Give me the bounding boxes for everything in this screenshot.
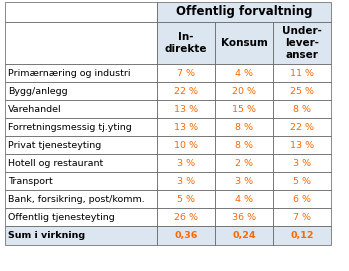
Text: 22 %: 22 % [290, 122, 314, 131]
Bar [215, 154, 273, 172]
Bar [157, 100, 215, 118]
Bar [273, 118, 331, 136]
Text: 13 %: 13 % [174, 122, 198, 131]
Text: 22 %: 22 % [174, 86, 198, 95]
Bar [157, 154, 215, 172]
Text: 8 %: 8 % [293, 105, 311, 114]
Bar [273, 22, 331, 64]
Text: Offentlig forvaltning: Offentlig forvaltning [176, 5, 312, 18]
Text: 5 %: 5 % [177, 195, 195, 204]
Bar [157, 190, 215, 208]
Text: Under-
lever-
anser: Under- lever- anser [282, 26, 322, 60]
Bar [5, 118, 157, 136]
Text: Primærnæring og industri: Primærnæring og industri [8, 69, 131, 78]
Text: Forretningsmessig tj.yting: Forretningsmessig tj.yting [8, 122, 132, 131]
Text: 10 %: 10 % [174, 140, 198, 150]
Text: 4 %: 4 % [235, 195, 253, 204]
Bar [215, 82, 273, 100]
Bar [215, 100, 273, 118]
Text: Bygg/anlegg: Bygg/anlegg [8, 86, 68, 95]
Bar [273, 208, 331, 226]
Bar [5, 2, 157, 22]
Bar [273, 82, 331, 100]
Bar [157, 82, 215, 100]
Bar [273, 172, 331, 190]
Text: 13 %: 13 % [174, 105, 198, 114]
Bar [5, 154, 157, 172]
Text: 0,24: 0,24 [232, 231, 256, 240]
Bar [157, 2, 331, 22]
Bar [273, 136, 331, 154]
Text: 8 %: 8 % [235, 140, 253, 150]
Bar [215, 226, 273, 245]
Text: Bank, forsikring, post/komm.: Bank, forsikring, post/komm. [8, 195, 145, 204]
Bar [157, 118, 215, 136]
Bar [5, 100, 157, 118]
Text: 2 %: 2 % [235, 159, 253, 167]
Bar [215, 64, 273, 82]
Text: 0,12: 0,12 [290, 231, 314, 240]
Bar [157, 172, 215, 190]
Text: Varehandel: Varehandel [8, 105, 62, 114]
Bar [5, 82, 157, 100]
Text: In-
direkte: In- direkte [165, 32, 207, 54]
Bar [215, 22, 273, 64]
Bar [157, 226, 215, 245]
Bar [215, 136, 273, 154]
Text: 3 %: 3 % [293, 159, 311, 167]
Text: 3 %: 3 % [235, 176, 253, 186]
Text: Hotell og restaurant: Hotell og restaurant [8, 159, 103, 167]
Bar [5, 22, 157, 64]
Bar [215, 118, 273, 136]
Text: Privat tjenesteyting: Privat tjenesteyting [8, 140, 101, 150]
Bar [273, 64, 331, 82]
Bar [273, 154, 331, 172]
Text: 3 %: 3 % [177, 176, 195, 186]
Text: 7 %: 7 % [293, 212, 311, 221]
Text: Transport: Transport [8, 176, 53, 186]
Bar [215, 208, 273, 226]
Text: 15 %: 15 % [232, 105, 256, 114]
Text: 26 %: 26 % [174, 212, 198, 221]
Text: 36 %: 36 % [232, 212, 256, 221]
Bar [273, 226, 331, 245]
Bar [5, 208, 157, 226]
Text: 11 %: 11 % [290, 69, 314, 78]
Bar [273, 190, 331, 208]
Text: 25 %: 25 % [290, 86, 314, 95]
Bar [157, 22, 215, 64]
Bar [5, 190, 157, 208]
Bar [157, 136, 215, 154]
Text: 5 %: 5 % [293, 176, 311, 186]
Bar [5, 136, 157, 154]
Text: 8 %: 8 % [235, 122, 253, 131]
Text: 4 %: 4 % [235, 69, 253, 78]
Bar [5, 64, 157, 82]
Bar [157, 64, 215, 82]
Bar [273, 100, 331, 118]
Text: 6 %: 6 % [293, 195, 311, 204]
Bar [5, 172, 157, 190]
Bar [215, 172, 273, 190]
Text: 0,36: 0,36 [174, 231, 198, 240]
Text: Konsum: Konsum [221, 38, 267, 48]
Text: 7 %: 7 % [177, 69, 195, 78]
Bar [5, 226, 157, 245]
Text: Offentlig tjenesteyting: Offentlig tjenesteyting [8, 212, 115, 221]
Text: 13 %: 13 % [290, 140, 314, 150]
Text: 20 %: 20 % [232, 86, 256, 95]
Text: Sum i virkning: Sum i virkning [8, 231, 85, 240]
Bar [215, 190, 273, 208]
Bar [157, 208, 215, 226]
Text: 3 %: 3 % [177, 159, 195, 167]
